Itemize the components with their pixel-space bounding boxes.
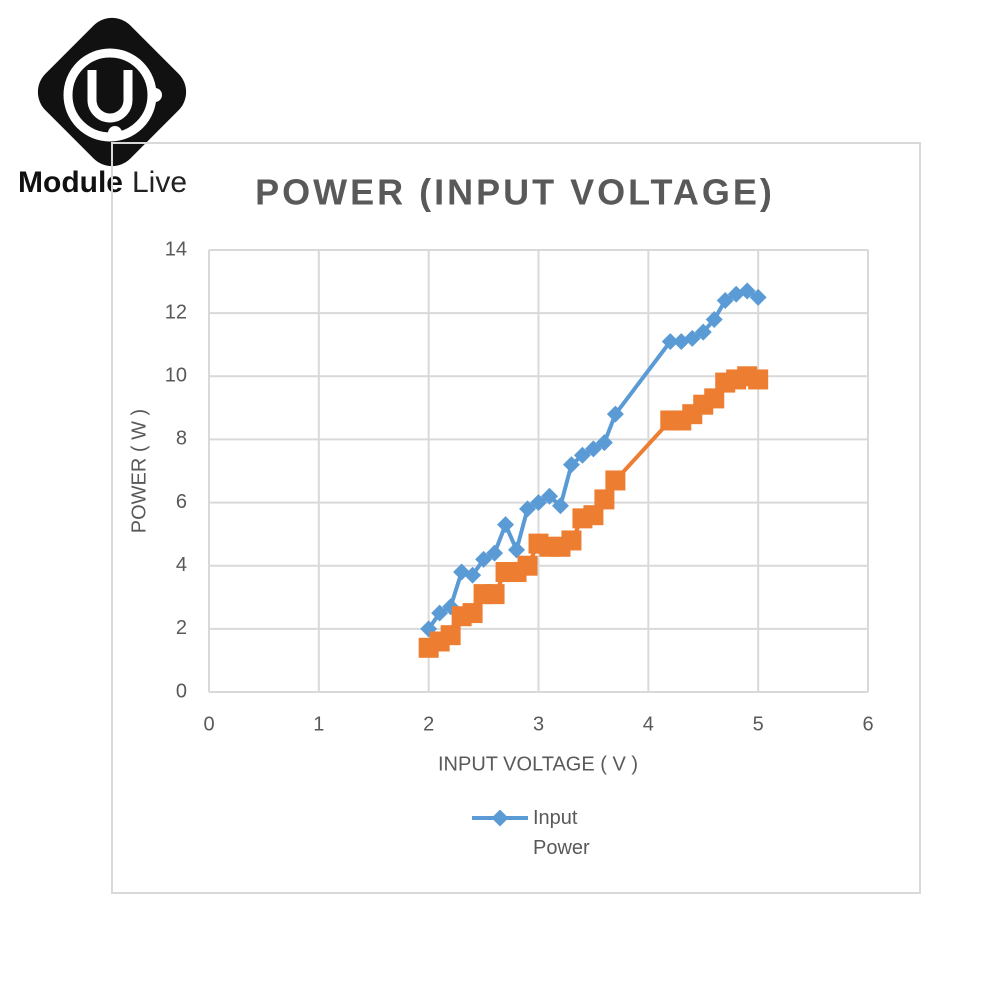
y-axis-label: POWER ( W ) [128, 409, 150, 533]
data-point [561, 530, 582, 551]
x-tick-label: 3 [533, 713, 544, 735]
y-tick-label: 12 [165, 301, 187, 323]
y-tick-label: 2 [176, 617, 187, 639]
y-tick-label: 6 [176, 491, 187, 513]
logo-text: Module [18, 166, 123, 199]
logo-text: Live [132, 166, 187, 199]
data-point [716, 292, 734, 309]
logo-icon [37, 17, 187, 167]
data-point [540, 487, 558, 505]
x-axis-label: INPUT VOLTAGE ( V ) [438, 753, 638, 775]
x-tick-label: 4 [643, 713, 654, 735]
series-line [427, 288, 760, 630]
data-point [486, 544, 504, 562]
y-tick-label: 10 [165, 365, 187, 387]
data-point [519, 500, 537, 518]
data-point [583, 505, 604, 526]
data-point [595, 434, 613, 452]
data-point [748, 369, 769, 390]
chart-frame [111, 142, 921, 894]
x-tick-label: 1 [313, 713, 324, 735]
data-point [431, 604, 449, 622]
data-point [508, 541, 526, 559]
data-point [694, 323, 712, 341]
legend-marker [491, 809, 509, 827]
y-tick-label: 0 [176, 680, 187, 702]
data-point [462, 603, 483, 624]
data-point [517, 555, 538, 576]
data-point [440, 625, 461, 646]
y-tick-label: 4 [176, 554, 187, 576]
legend-label: Input Power [533, 807, 590, 859]
data-point [606, 405, 624, 423]
data-point [661, 333, 679, 351]
y-tick-label: 8 [176, 428, 187, 450]
data-point [573, 446, 591, 464]
data-point [584, 440, 602, 458]
data-point [683, 329, 701, 347]
chart-title: POWER (INPUT VOLTAGE) [255, 172, 775, 213]
data-point [464, 566, 482, 584]
data-point [551, 497, 569, 515]
data-point [605, 470, 626, 491]
x-tick-label: 5 [753, 713, 764, 735]
data-point [594, 489, 615, 510]
x-tick-label: 2 [423, 713, 434, 735]
data-point [562, 456, 580, 474]
data-point [738, 282, 756, 300]
data-point [749, 288, 767, 306]
data-point [497, 516, 515, 534]
data-point [705, 310, 723, 328]
data-point [484, 584, 505, 605]
y-tick-label: 14 [165, 238, 187, 260]
x-tick-label: 6 [862, 713, 873, 735]
x-tick-label: 0 [203, 713, 214, 735]
data-point [475, 550, 493, 568]
data-point [530, 494, 547, 512]
data-point [704, 388, 725, 409]
